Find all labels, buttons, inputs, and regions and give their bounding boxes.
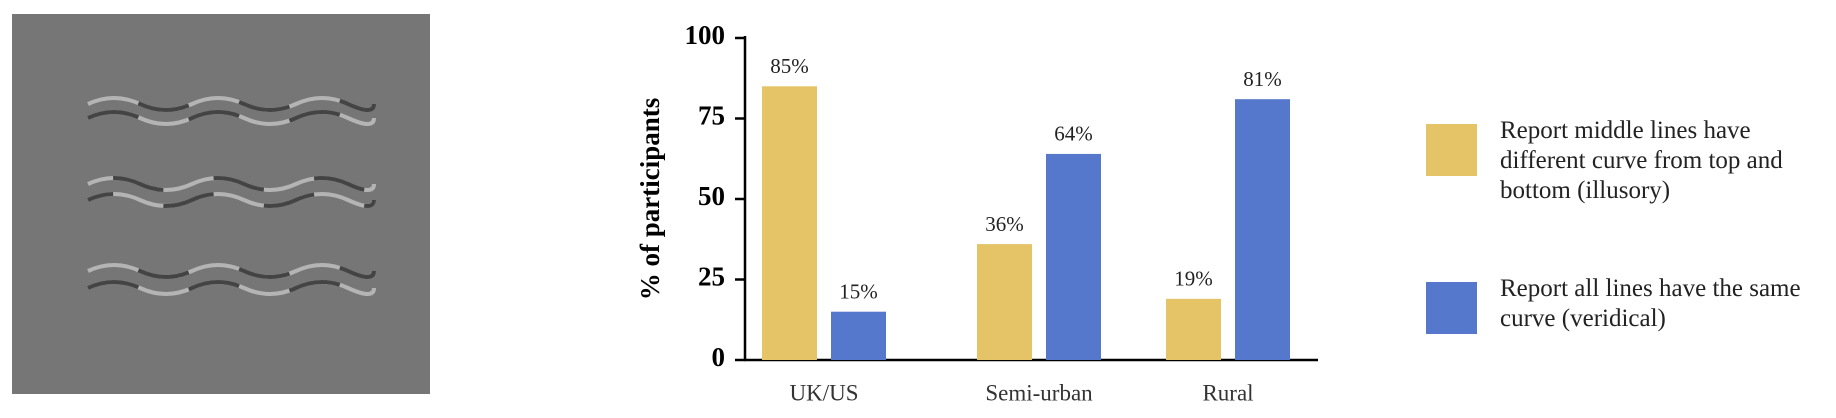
y-tick-label: 50	[698, 181, 725, 211]
value-label: 15%	[839, 280, 878, 304]
legend-label: Report middle lines have different curve…	[1500, 117, 1783, 204]
legend-swatch	[1426, 124, 1477, 176]
x-tick-label: Semi-urban	[985, 380, 1093, 405]
x-tick-label: UK/US	[789, 380, 858, 405]
legend-item: Report all lines have the same curve (ve…	[1426, 275, 1820, 334]
value-label: 85%	[770, 54, 809, 78]
legend-label: Report all lines have the same curve (ve…	[1500, 275, 1801, 332]
legend-item: Report middle lines have different curve…	[1426, 117, 1820, 206]
value-label: 19%	[1174, 267, 1213, 291]
bar	[831, 311, 886, 360]
value-label: 64%	[1054, 122, 1093, 146]
legend-swatch	[1426, 282, 1477, 334]
bar	[1046, 153, 1101, 360]
bar	[762, 86, 817, 361]
stimulus-image	[12, 14, 430, 394]
y-tick-label: 75	[698, 101, 725, 131]
y-axis-label: % of participants	[635, 98, 665, 301]
x-tick-label: Rural	[1202, 380, 1253, 405]
bar	[1166, 298, 1221, 360]
y-tick-label: 100	[685, 20, 726, 50]
y-tick-label: 0	[712, 342, 726, 372]
y-tick-label: 25	[698, 262, 725, 292]
value-label: 81%	[1243, 67, 1282, 91]
wavy-lines	[87, 96, 376, 296]
value-label: 36%	[985, 212, 1024, 236]
bar	[977, 244, 1032, 360]
bar	[1235, 99, 1290, 361]
